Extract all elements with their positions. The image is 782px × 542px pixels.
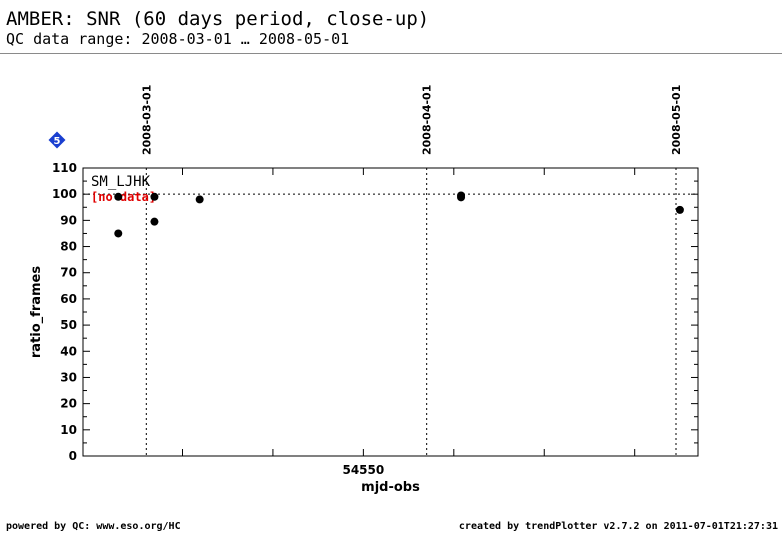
y-tick-label: 100 [52, 187, 77, 201]
y-tick-label: 10 [60, 423, 77, 437]
y-tick-label: 90 [60, 213, 77, 227]
footer-created-by: created by trendPlotter v2.7.2 on 2011-0… [458, 521, 778, 532]
plot-frame [82, 167, 699, 457]
scatter-chart: 0 10 20 30 40 50 60 70 80 90 100 110 54550 2008-03-01… [29, 85, 699, 495]
y-tick-label: 20 [60, 397, 77, 411]
footer-powered-by: powered by QC: www.eso.org/HC [6, 521, 181, 532]
y-tick-label: 70 [60, 266, 77, 280]
date-marker-label: 2008-04-01 [421, 85, 434, 155]
data-point [150, 192, 159, 201]
y-tick-label: 30 [60, 370, 77, 384]
date-marker-label: 2008-03-01 [140, 85, 153, 155]
x-tick-label: 54550 [342, 463, 384, 477]
data-point [675, 205, 684, 214]
date-marker-label: 2008-05-01 [670, 85, 683, 155]
data-point [150, 217, 159, 226]
y-tick-label: 80 [60, 240, 77, 254]
y-tick-label: 60 [60, 292, 77, 306]
header-divider [0, 53, 782, 54]
x-axis-label: mjd-obs [361, 480, 420, 495]
chart-title: AMBER: SNR (60 days period, close-up) [6, 8, 430, 30]
data-point [195, 195, 204, 204]
y-tick-label: 50 [60, 318, 77, 332]
badge-label: 5 [54, 136, 61, 147]
data-point [114, 229, 123, 238]
y-tick-label: 110 [52, 161, 77, 175]
no-data-label: [no data] [91, 190, 156, 204]
y-axis-label: ratio_frames [29, 266, 44, 358]
chart-header: AMBER: SNR (60 days period, close-up) QC… [6, 8, 429, 48]
y-tick-label: 0 [69, 449, 77, 463]
data-point [457, 193, 466, 202]
series-name-label: SM_LJHK [91, 174, 151, 190]
y-tick-label: 40 [60, 344, 77, 358]
chart-subtitle: QC data range: 2008-03-01 … 2008-05-01 [6, 30, 350, 48]
data-point [114, 192, 123, 201]
